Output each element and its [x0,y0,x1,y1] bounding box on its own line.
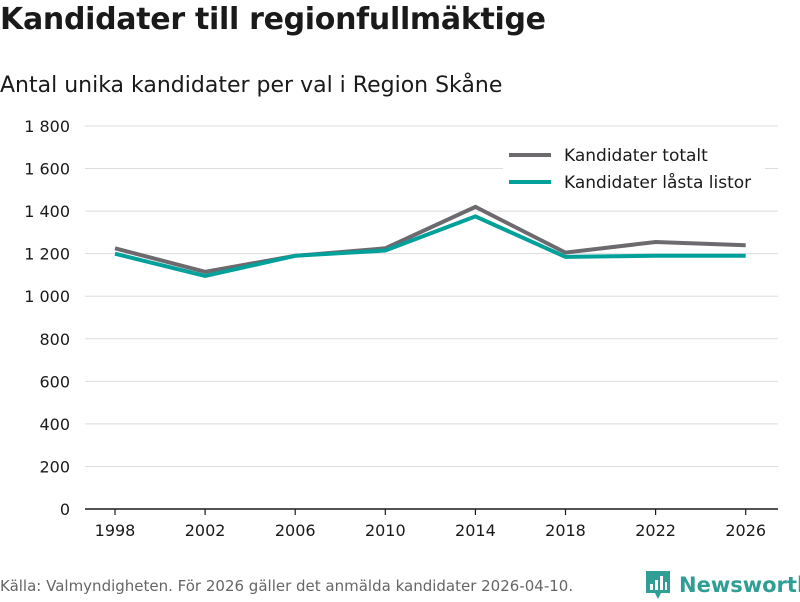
y-tick-label: 1 200 [24,245,70,264]
brand-name: Newsworthy [679,573,800,597]
x-tick-label: 1998 [95,521,136,540]
y-tick-label: 1 400 [24,202,70,221]
x-tick-label: 2018 [545,521,586,540]
x-tick-label: 2022 [635,521,676,540]
legend-label: Kandidater låsta listor [564,172,751,193]
series-layer [114,204,746,279]
y-tick-label: 1 800 [24,117,70,136]
legend: Kandidater totalt Kandidater låsta listor [503,141,765,199]
y-tick-label: 1 600 [24,160,70,179]
source-note: Källa: Valmyndigheten. För 2026 gäller d… [0,577,574,595]
series-line-2 [114,214,746,279]
tick-layer: 0 200 400 600 800 1 000 1 200 1 400 1 600 1 800 19… [24,117,766,540]
x-tick-label: 2014 [455,521,496,540]
y-tick-label: 0 [60,500,70,519]
series-line-1 [114,204,746,274]
newsworthy-logo-icon [646,571,670,599]
brand-logo: Newsworthy [644,568,800,602]
x-tick-label: 2006 [275,521,316,540]
y-tick-label: 600 [39,372,70,391]
x-tick-label: 2010 [365,521,406,540]
y-tick-label: 400 [39,415,70,434]
chart-subtitle: Antal unika kandidater per val i Region … [0,73,503,98]
chart-title: Kandidater till regionfullmäktige [0,2,546,37]
y-tick-label: 200 [39,457,70,476]
legend-background [503,141,765,199]
y-tick-label: 800 [39,330,70,349]
y-tick-label: 1 000 [24,287,70,306]
legend-label: Kandidater totalt [564,146,708,166]
x-tick-label: 2026 [725,521,766,540]
x-tick-label: 2002 [185,521,226,540]
